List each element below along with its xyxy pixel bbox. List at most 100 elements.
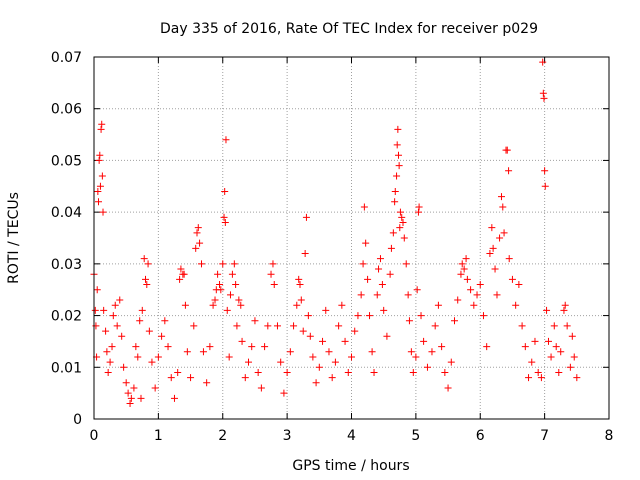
data-point — [143, 281, 151, 289]
y-tick-label: 0.07 — [51, 50, 82, 66]
data-point — [167, 374, 175, 382]
data-point — [295, 275, 303, 283]
data-point — [505, 255, 513, 263]
data-point — [396, 208, 404, 216]
data-point — [91, 306, 99, 314]
y-tick-label: 0 — [73, 412, 82, 428]
data-point — [378, 281, 386, 289]
data-point — [499, 203, 507, 211]
data-point — [404, 291, 412, 299]
data-point — [315, 363, 323, 371]
x-tick-label: 5 — [411, 428, 420, 444]
data-point — [93, 286, 101, 294]
data-point — [544, 337, 552, 345]
data-point — [190, 322, 198, 330]
data-point — [540, 94, 548, 102]
data-point — [199, 348, 207, 356]
data-point — [521, 343, 529, 351]
data-point — [140, 255, 148, 263]
data-point — [98, 172, 106, 180]
data-point — [402, 260, 410, 268]
data-point — [267, 270, 275, 278]
data-point — [322, 306, 330, 314]
data-point — [531, 337, 539, 345]
data-point — [386, 270, 394, 278]
data-point — [248, 343, 256, 351]
data-point — [491, 265, 499, 273]
data-point — [235, 296, 243, 304]
data-point — [100, 306, 108, 314]
data-point — [394, 151, 402, 159]
data-point — [354, 312, 362, 320]
data-point — [270, 281, 278, 289]
data-point — [550, 322, 558, 330]
data-point — [124, 389, 132, 397]
data-point — [357, 291, 365, 299]
data-point — [138, 306, 146, 314]
data-point — [286, 348, 294, 356]
data-point — [362, 239, 370, 247]
data-point — [97, 125, 105, 133]
data-point — [192, 244, 200, 252]
data-point — [108, 343, 116, 351]
data-point — [341, 337, 349, 345]
data-point — [194, 224, 202, 232]
data-point — [233, 322, 241, 330]
data-point — [319, 337, 327, 345]
data-point — [214, 270, 222, 278]
data-point — [174, 368, 182, 376]
x-tick-label: 2 — [218, 428, 227, 444]
data-point — [299, 327, 307, 335]
data-point — [428, 348, 436, 356]
data-point — [387, 244, 395, 252]
data-point — [483, 343, 491, 351]
data-point — [447, 358, 455, 366]
data-point — [566, 363, 574, 371]
data-point — [102, 327, 110, 335]
data-point — [375, 265, 383, 273]
x-tick-label: 7 — [540, 428, 549, 444]
data-point — [296, 281, 304, 289]
data-point — [103, 348, 111, 356]
data-point — [122, 379, 130, 387]
data-point — [116, 296, 124, 304]
data-point — [359, 260, 367, 268]
data-point — [505, 167, 513, 175]
data-point — [351, 327, 359, 335]
data-point — [222, 136, 230, 144]
data-point — [543, 306, 551, 314]
data-point — [237, 301, 245, 309]
data-point — [113, 322, 121, 330]
data-point — [132, 343, 140, 351]
data-point — [560, 306, 568, 314]
data-point — [328, 374, 336, 382]
data-point — [312, 379, 320, 387]
data-point — [228, 270, 236, 278]
data-point — [230, 260, 238, 268]
data-point — [563, 322, 571, 330]
data-point — [154, 353, 162, 361]
data-point — [109, 312, 117, 320]
data-point — [120, 363, 128, 371]
data-point — [277, 358, 285, 366]
data-point — [177, 265, 185, 273]
data-point — [223, 306, 231, 314]
data-point — [431, 322, 439, 330]
data-point — [412, 353, 420, 361]
data-point — [555, 368, 563, 376]
data-point — [434, 301, 442, 309]
data-point — [238, 337, 246, 345]
data-point — [203, 379, 211, 387]
data-point — [301, 250, 309, 258]
y-tick-label: 0.06 — [51, 102, 82, 118]
data-point — [216, 281, 224, 289]
data-point — [261, 343, 269, 351]
data-point — [473, 291, 481, 299]
data-point — [137, 394, 145, 402]
data-point — [145, 327, 153, 335]
data-point — [373, 291, 381, 299]
data-point — [309, 353, 317, 361]
data-point — [573, 374, 581, 382]
data-point — [557, 348, 565, 356]
data-point — [293, 301, 301, 309]
